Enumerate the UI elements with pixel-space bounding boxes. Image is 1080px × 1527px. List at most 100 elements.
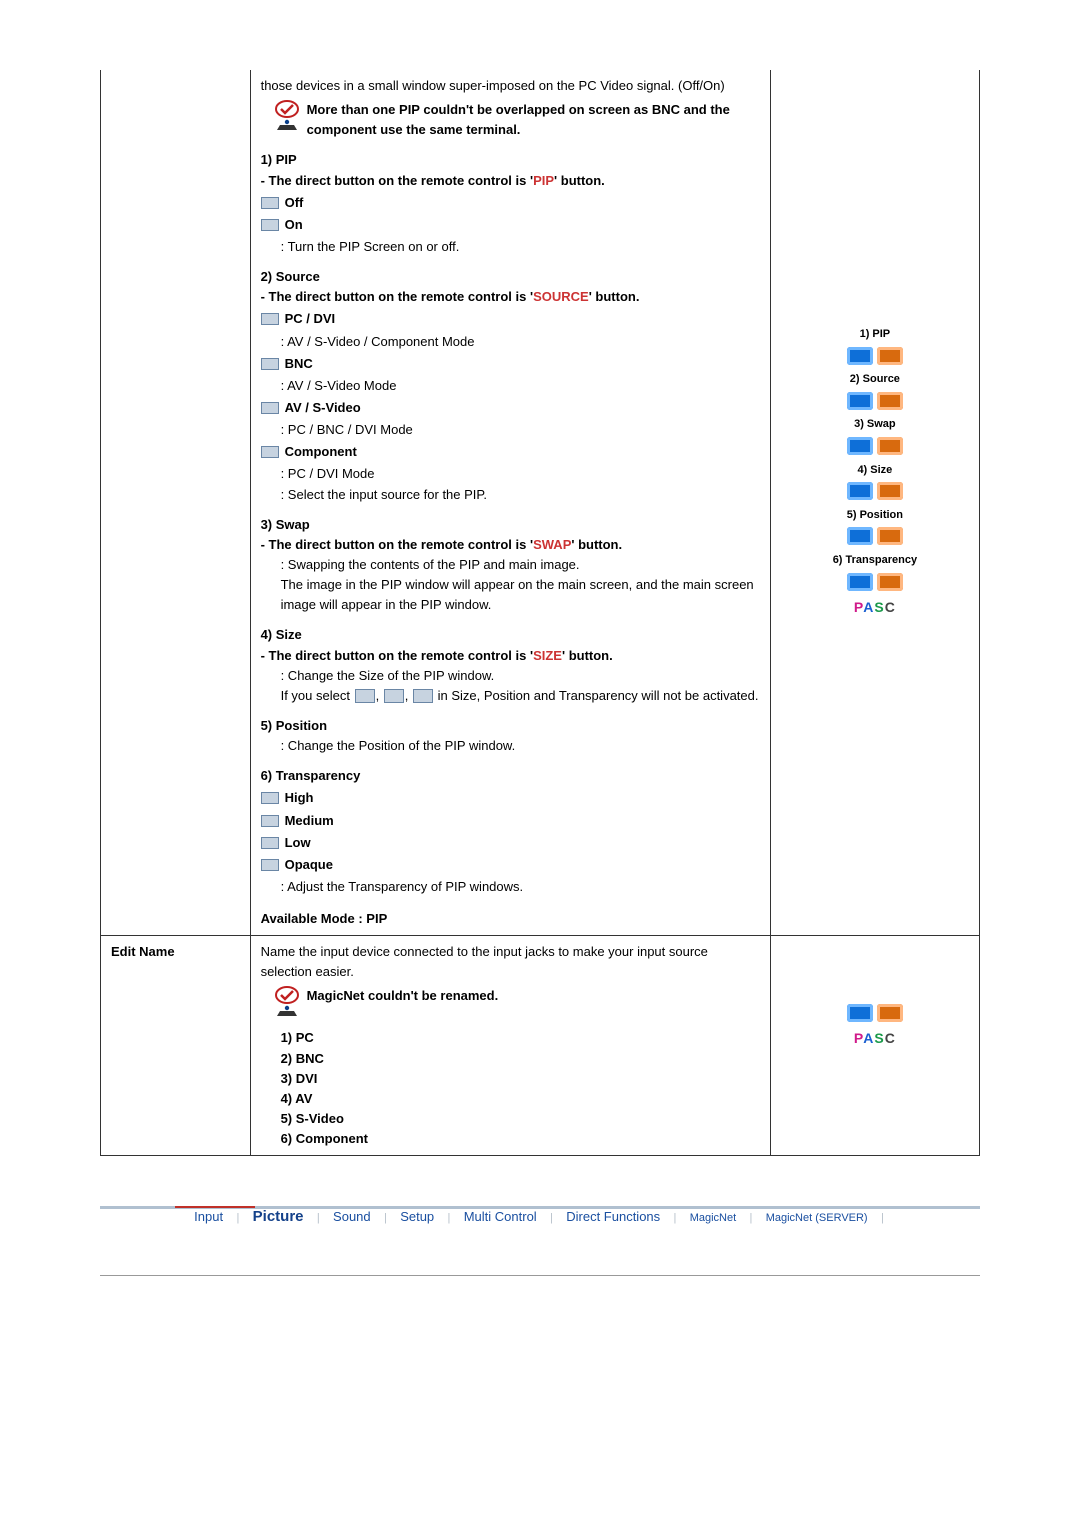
play-icon[interactable] (847, 437, 873, 455)
nav-sep: | (378, 1212, 393, 1224)
bullet-icon (261, 358, 279, 370)
bullet-icon (261, 313, 279, 325)
editname-sidebox: PASC (781, 1002, 969, 1050)
pip-note: More than one PIP couldn't be overlapped… (273, 100, 760, 140)
pip-section-4-sub: - The direct button on the remote contro… (261, 646, 760, 666)
stop-icon[interactable] (877, 573, 903, 591)
pip-section-3-sub: - The direct button on the remote contro… (261, 535, 760, 555)
size-desc-b: in Size, Position and Transparency will … (434, 688, 758, 703)
bullet-icon (261, 402, 279, 414)
pip-section-1-sub: - The direct button on the remote contro… (261, 171, 760, 191)
editname-note-text: MagicNet couldn't be renamed. (307, 986, 499, 1006)
transparency-high-label: High (285, 788, 314, 808)
check-icon (273, 986, 301, 1018)
size-icon-3 (413, 689, 433, 703)
page-divider (100, 1275, 980, 1276)
side-source-icons (781, 390, 969, 410)
editname-side-icons (781, 1002, 969, 1022)
side-swap-label: 3) Swap (781, 416, 969, 433)
pasc-badge: PASC (781, 1028, 969, 1050)
side-transparency-label: 6) Transparency (781, 552, 969, 569)
editname-dvi: 3) DVI (281, 1071, 318, 1086)
pip-off-option: Off (261, 193, 760, 213)
pip-section-2-sub: - The direct button on the remote contro… (261, 287, 760, 307)
nav-multicontrol[interactable]: Multi Control (460, 1209, 541, 1224)
nav-setup[interactable]: Setup (396, 1209, 438, 1224)
stop-icon[interactable] (877, 527, 903, 545)
pip-off-label: Off (285, 193, 304, 213)
pip-on-label: On (285, 215, 303, 235)
pip-note-text: More than one PIP couldn't be overlapped… (307, 100, 760, 140)
play-icon[interactable] (847, 347, 873, 365)
side-swap-icons (781, 435, 969, 455)
nav-directfunctions[interactable]: Direct Functions (562, 1209, 664, 1224)
source-bnc: BNC (261, 354, 760, 374)
nav-sep: | (544, 1212, 559, 1224)
side-position-label: 5) Position (781, 507, 969, 524)
play-icon[interactable] (847, 1004, 873, 1022)
transparency-opaque: Opaque (261, 855, 760, 875)
editname-left-cell: Edit Name (101, 936, 251, 1156)
pip-on-option: On (261, 215, 760, 235)
play-icon[interactable] (847, 392, 873, 410)
bullet-icon (261, 446, 279, 458)
editname-av: 4) AV (281, 1091, 313, 1106)
pip-section-4-desc1: : Change the Size of the PIP window. (281, 666, 760, 686)
editname-row: Edit Name Name the input device connecte… (101, 936, 980, 1156)
source-bnc-desc: : AV / S-Video Mode (281, 376, 760, 396)
side-position-icons (781, 526, 969, 546)
play-icon[interactable] (847, 527, 873, 545)
editname-pc: 1) PC (281, 1030, 314, 1045)
nav-sep: | (311, 1212, 326, 1224)
side-source-label: 2) Source (781, 371, 969, 388)
nav-input[interactable]: Input (190, 1209, 227, 1224)
nav-sep: | (744, 1212, 759, 1224)
editname-side-cell: PASC (770, 936, 979, 1156)
pip-section-3-desc: : Swapping the contents of the PIP and m… (281, 555, 760, 615)
pip-side-cell: 1) PIP 2) Source 3) Swap 4) Size 5) Posi… (770, 70, 979, 936)
transparency-medium-label: Medium (285, 811, 334, 831)
pip-section-2-title: 2) Source (261, 267, 760, 287)
stop-icon[interactable] (877, 1004, 903, 1022)
editname-content-cell: Name the input device connected to the i… (250, 936, 770, 1156)
side-size-label: 4) Size (781, 462, 969, 479)
available-mode: Available Mode : PIP (261, 909, 760, 929)
nav-sound[interactable]: Sound (329, 1209, 375, 1224)
pip-sidebox: 1) PIP 2) Source 3) Swap 4) Size 5) Posi… (781, 326, 969, 619)
editname-component: 6) Component (281, 1131, 368, 1146)
pip-content-cell: those devices in a small window super-im… (250, 70, 770, 936)
nav-magicnet-server[interactable]: MagicNet (SERVER) (762, 1212, 872, 1224)
play-icon[interactable] (847, 482, 873, 500)
nav-picture[interactable]: Picture (249, 1208, 308, 1225)
manual-page: those devices in a small window super-im… (0, 0, 1080, 1316)
nav-sep: | (442, 1212, 457, 1224)
bottom-nav: Input | Picture | Sound | Setup | Multi … (100, 1206, 980, 1225)
nav-underline (175, 1206, 255, 1208)
settings-table: those devices in a small window super-im… (100, 70, 980, 1156)
size-word: SIZE (533, 648, 562, 663)
source-pcdvi-desc: : AV / S-Video / Component Mode (281, 332, 760, 352)
side-size-icons (781, 481, 969, 501)
source-pcdvi: PC / DVI (261, 309, 760, 329)
pip-section-2-desc: : Select the input source for the PIP. (281, 485, 760, 505)
pip-section-1-title: 1) PIP (261, 150, 760, 170)
play-icon[interactable] (847, 573, 873, 591)
nav-magicnet[interactable]: MagicNet (686, 1212, 740, 1224)
pip-section-6-desc: : Adjust the Transparency of PIP windows… (281, 877, 760, 897)
pip-row: those devices in a small window super-im… (101, 70, 980, 936)
pip-left-cell (101, 70, 251, 936)
stop-icon[interactable] (877, 437, 903, 455)
pip-section-4-title: 4) Size (261, 625, 760, 645)
swap-word: SWAP (533, 537, 571, 552)
editname-svideo: 5) S-Video (281, 1111, 344, 1126)
nav-sep: | (230, 1212, 245, 1224)
stop-icon[interactable] (877, 392, 903, 410)
stop-icon[interactable] (877, 482, 903, 500)
editname-bnc: 2) BNC (281, 1051, 324, 1066)
pip-section-5-desc: : Change the Position of the PIP window. (281, 736, 760, 756)
stop-icon[interactable] (877, 347, 903, 365)
pip-section-6-title: 6) Transparency (261, 766, 760, 786)
bullet-icon (261, 859, 279, 871)
nav-sep: | (668, 1212, 683, 1224)
transparency-opaque-label: Opaque (285, 855, 333, 875)
